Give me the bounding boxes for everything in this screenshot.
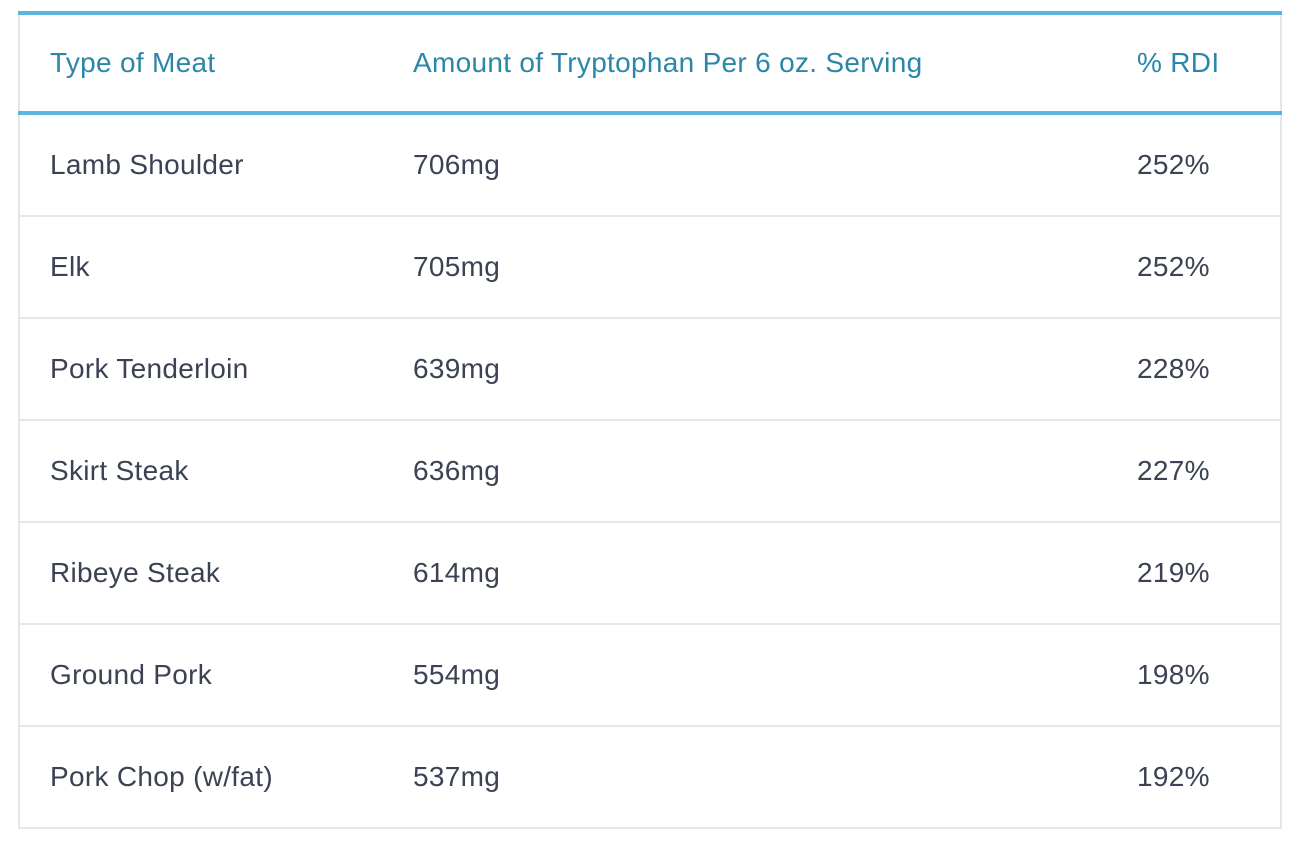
table-header-row: Type of Meat Amount of Tryptophan Per 6 … [18, 13, 1282, 113]
cell-meat: Skirt Steak [18, 420, 413, 523]
cell-meat: Ground Pork [18, 624, 413, 727]
cell-rdi: 252% [1137, 216, 1282, 319]
tryptophan-table-container: Type of Meat Amount of Tryptophan Per 6 … [18, 11, 1282, 829]
tryptophan-table: Type of Meat Amount of Tryptophan Per 6 … [18, 11, 1282, 829]
table-row: Pork Chop (w/fat) 537mg 192% [18, 726, 1282, 829]
cell-meat: Ribeye Steak [18, 522, 413, 625]
cell-rdi: 252% [1137, 113, 1282, 217]
table-row: Ribeye Steak 614mg 219% [18, 522, 1282, 625]
cell-meat: Pork Chop (w/fat) [18, 726, 413, 829]
table-row: Elk 705mg 252% [18, 216, 1282, 319]
cell-rdi: 198% [1137, 624, 1282, 727]
cell-amount: 636mg [413, 420, 1137, 523]
cell-rdi: 228% [1137, 318, 1282, 421]
cell-meat: Pork Tenderloin [18, 318, 413, 421]
table-row: Skirt Steak 636mg 227% [18, 420, 1282, 523]
cell-amount: 705mg [413, 216, 1137, 319]
column-header-rdi: % RDI [1137, 13, 1282, 113]
column-header-meat: Type of Meat [18, 13, 413, 113]
cell-rdi: 219% [1137, 522, 1282, 625]
table-row: Lamb Shoulder 706mg 252% [18, 113, 1282, 217]
cell-rdi: 192% [1137, 726, 1282, 829]
cell-rdi: 227% [1137, 420, 1282, 523]
column-header-amount: Amount of Tryptophan Per 6 oz. Serving [413, 47, 923, 78]
table-row: Pork Tenderloin 639mg 228% [18, 318, 1282, 421]
cell-meat: Lamb Shoulder [18, 113, 413, 217]
cell-amount: 614mg [413, 522, 1137, 625]
cell-amount: 639mg [413, 318, 1137, 421]
cell-meat: Elk [18, 216, 413, 319]
table-body: Lamb Shoulder 706mg 252% Elk 705mg 252% … [18, 113, 1282, 829]
table-header: Type of Meat Amount of Tryptophan Per 6 … [18, 13, 1282, 113]
table-row: Ground Pork 554mg 198% [18, 624, 1282, 727]
cell-amount: 554mg [413, 624, 1137, 727]
cell-amount: 706mg [413, 113, 1137, 217]
cell-amount: 537mg [413, 726, 1137, 829]
